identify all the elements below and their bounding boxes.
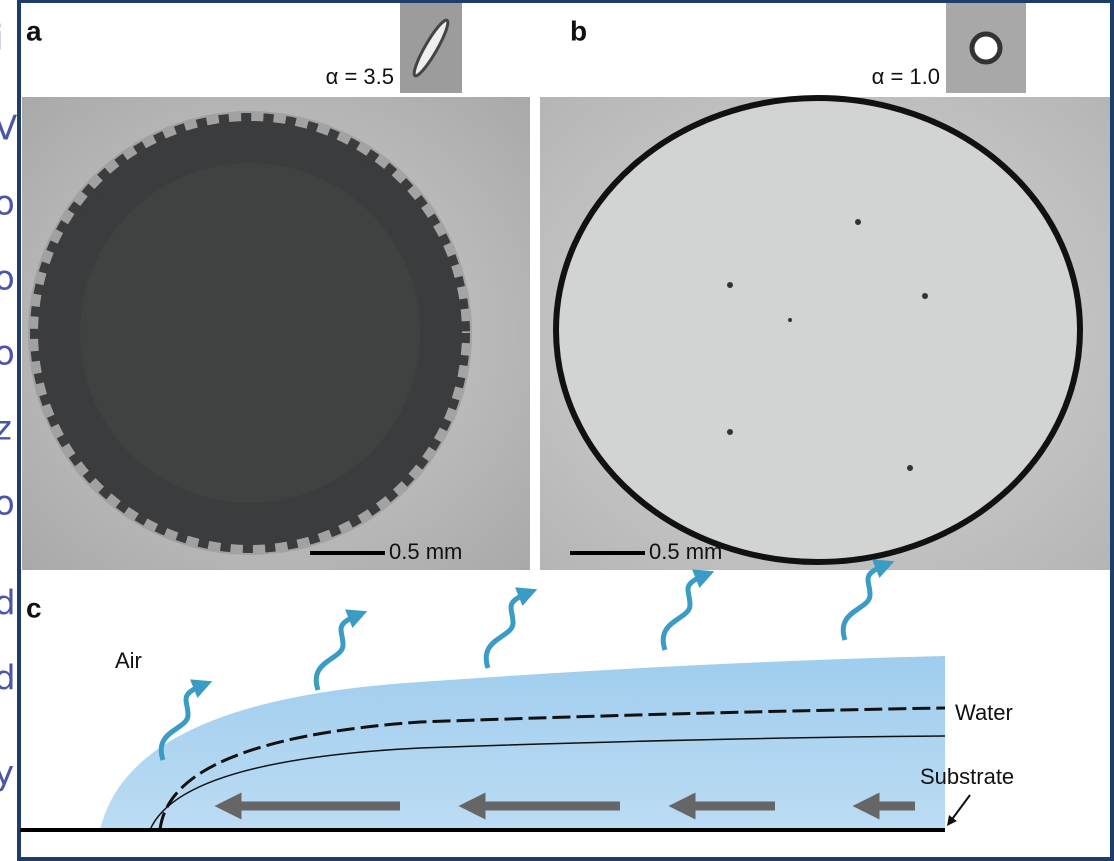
margin-text: iVooozoddy (0, 19, 17, 794)
alpha-label: α = 3.5 (326, 64, 394, 89)
margin-letter: o (0, 259, 15, 299)
air-label: Air (115, 648, 142, 673)
margin-letter: y (0, 754, 14, 794)
water-label: Water (955, 700, 1013, 725)
margin-letter: o (0, 184, 15, 224)
substrate-label: Substrate (920, 764, 1014, 789)
margin-letter: o (0, 484, 15, 524)
margin-letter: o (0, 334, 15, 374)
panel-label: a (26, 15, 42, 46)
inset-a (400, 3, 462, 93)
photo-b (540, 95, 1110, 570)
inset-b (946, 3, 1026, 93)
margin-letter: z (0, 409, 12, 449)
margin-letter: V (0, 109, 17, 149)
margin-letter: d (0, 659, 16, 699)
panel-label: b (570, 15, 587, 46)
photo-a (22, 97, 530, 570)
panel-label: c (26, 592, 42, 623)
margin-letter: d (0, 584, 16, 624)
diagram-c (20, 559, 971, 832)
scale-label: 0.5 mm (649, 539, 722, 564)
alpha-label: α = 1.0 (872, 64, 940, 89)
margin-letter: i (0, 19, 3, 59)
scale-label: 0.5 mm (389, 539, 462, 564)
